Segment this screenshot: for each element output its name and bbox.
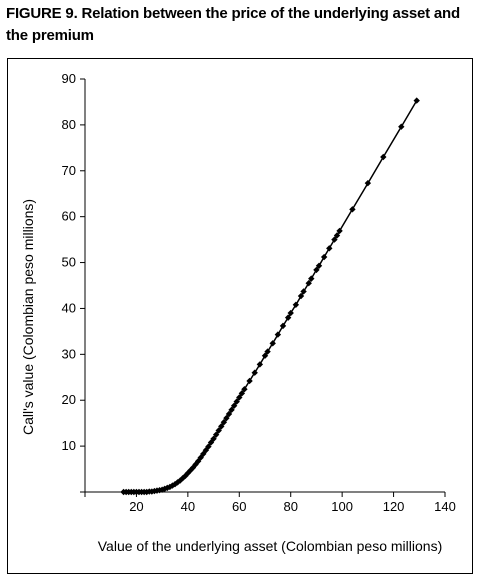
data-point-marker [189, 464, 197, 471]
y-tick-label: 40 [62, 300, 76, 315]
data-point-marker [269, 340, 276, 347]
data-point-marker [313, 266, 320, 274]
data-point-marker [315, 262, 323, 269]
series-line [123, 100, 418, 493]
data-point-marker [241, 386, 248, 393]
data-point-marker [202, 447, 210, 454]
figure-title: FIGURE 9. Relation between the price of … [6, 5, 460, 44]
data-point-marker [220, 419, 228, 426]
x-tick-label: 20 [129, 499, 143, 514]
data-point-marker [228, 406, 235, 414]
x-tick-label: 120 [383, 499, 405, 514]
y-axis-title: Call's value (Colombian peso millions) [20, 199, 36, 435]
data-point-marker [223, 414, 230, 422]
data-point-marker [349, 206, 356, 213]
data-point-marker [336, 227, 343, 235]
data-point-marker [238, 390, 246, 397]
data-point-marker [284, 314, 292, 321]
data-point-marker [331, 236, 338, 243]
line-chart: 20 40 60 80 100 120 140 10 20 30 40 50 60 70 80 90 Valu… [20, 71, 456, 554]
y-tick-label: 80 [62, 117, 76, 132]
data-point-marker [380, 153, 387, 161]
data-point-marker [300, 288, 307, 295]
data-point-marker [246, 377, 253, 385]
data-point-marker [326, 245, 333, 252]
data-point-marker [364, 179, 372, 187]
data-point-marker [333, 232, 341, 239]
data-point-marker [413, 97, 420, 104]
data-point-marker [233, 398, 240, 405]
data-point-marker [207, 439, 215, 446]
series-markers [120, 97, 420, 496]
y-tick-label: 60 [62, 209, 76, 224]
data-point-marker [215, 427, 222, 434]
data-point-marker [274, 331, 282, 338]
data-point-marker [264, 348, 271, 355]
axis-ticks: 20 40 60 80 100 120 140 10 20 30 40 50 60 70 80 90 [62, 71, 456, 514]
y-tick-label: 20 [62, 392, 76, 407]
y-tick-label: 50 [62, 255, 76, 270]
data-point-marker [261, 352, 269, 359]
data-point-marker [210, 435, 217, 442]
x-tick-label: 100 [331, 499, 353, 514]
data-point-marker [279, 322, 287, 330]
y-tick-label: 90 [62, 71, 76, 86]
data-point-marker [236, 394, 243, 401]
data-point-marker [194, 458, 202, 465]
x-tick-label: 80 [283, 499, 297, 514]
data-point-marker [398, 123, 405, 130]
data-point-marker [287, 309, 294, 317]
data-point-marker [305, 280, 312, 287]
data-point-marker [205, 443, 212, 450]
x-tick-label: 40 [181, 499, 195, 514]
data-point-marker [225, 410, 233, 418]
y-tick-label: 10 [62, 438, 76, 453]
data-point-marker [297, 292, 305, 300]
y-tick-label: 70 [62, 163, 76, 178]
x-axis-title: Value of the underlying asset (Colombian… [98, 538, 442, 554]
data-point-marker [251, 369, 258, 376]
data-point-marker [230, 402, 238, 409]
data-point-marker [292, 301, 300, 308]
data-point-marker [158, 486, 166, 493]
x-tick-label: 60 [232, 499, 246, 514]
data-point-marker [212, 431, 220, 438]
y-tick-label: 30 [62, 346, 76, 361]
data-point-marker [320, 253, 328, 261]
x-tick-label: 140 [434, 499, 456, 514]
data-point-marker [218, 423, 225, 430]
chart-frame: 20 40 60 80 100 120 140 10 20 30 40 50 60 70 80 90 Valu… [7, 58, 473, 574]
